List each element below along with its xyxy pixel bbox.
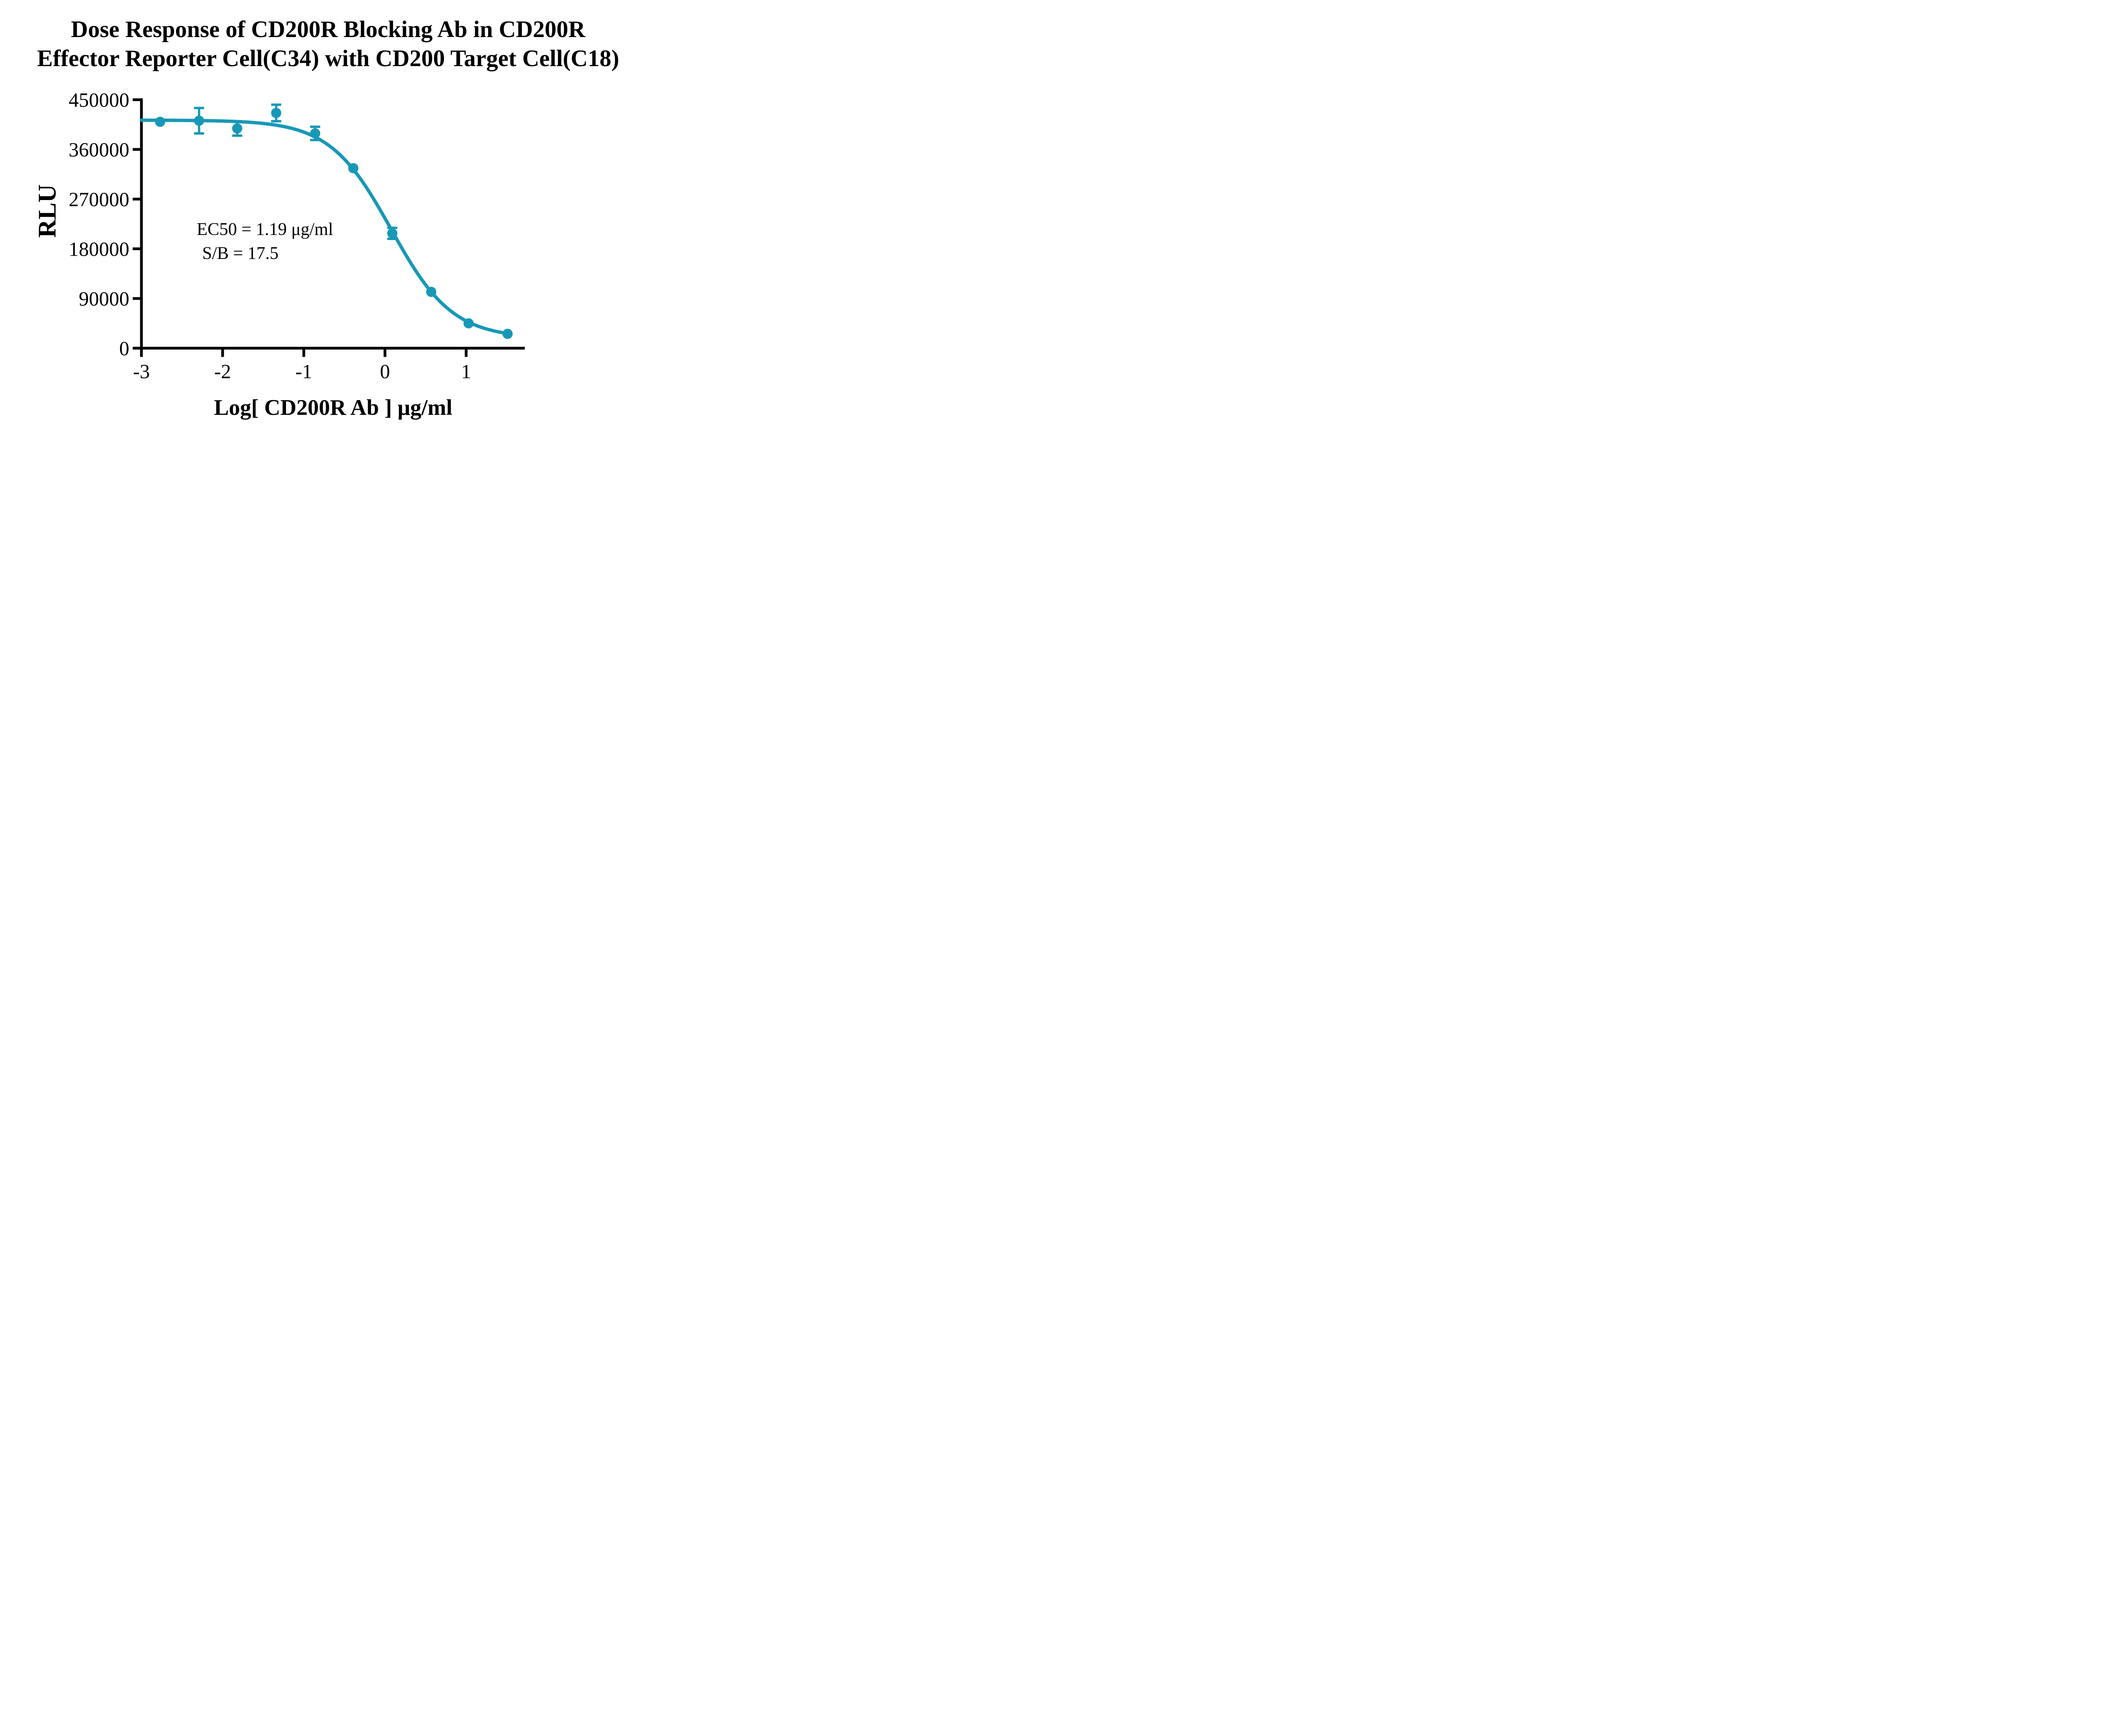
figure-container: Dose Response of CD200R Blocking Ab in C…: [0, 0, 656, 434]
chart-title: Dose Response of CD200R Blocking Ab in C…: [0, 15, 656, 74]
data-point-marker: [232, 123, 243, 134]
data-point-marker: [155, 117, 166, 127]
signal-background-ratio-text: S/B = 17.5: [202, 244, 279, 263]
x-tick-label: -1: [295, 361, 312, 383]
data-point-marker: [310, 128, 321, 139]
ec50-value-text: EC50 = 1.19 μg/ml: [197, 220, 333, 239]
y-tick-label: 450000: [69, 89, 129, 111]
chart-title-line-2: Effector Reporter Cell(C34) with CD200 T…: [37, 45, 620, 72]
ec50-annotation: EC50 = 1.19 μg/ml S/B = 17.5: [197, 218, 333, 266]
x-tick-label: 1: [461, 361, 471, 383]
y-tick-label: 360000: [69, 139, 129, 161]
data-point-marker: [502, 329, 513, 339]
data-point-marker: [271, 108, 281, 118]
y-tick-label: 0: [119, 337, 129, 360]
chart-title-line-1: Dose Response of CD200R Blocking Ab in C…: [71, 16, 585, 43]
y-tick-label: 180000: [69, 238, 129, 260]
data-point-marker: [387, 228, 398, 239]
data-point-marker: [426, 286, 436, 297]
x-tick-label: -3: [133, 361, 150, 383]
y-tick-label: 90000: [79, 288, 129, 310]
data-point-marker: [348, 163, 358, 174]
data-point-marker: [194, 115, 204, 126]
y-tick-label: 270000: [69, 188, 129, 211]
x-axis-title: Log[ CD200R Ab ] μg/ml: [214, 395, 452, 420]
x-tick-label: 0: [380, 361, 390, 383]
x-tick-label: -2: [214, 361, 231, 383]
data-point-marker: [463, 318, 474, 329]
dose-response-chart: 0 90000 180000 270000 360000 450000 -3 -2 -1 0 1: [69, 89, 525, 383]
